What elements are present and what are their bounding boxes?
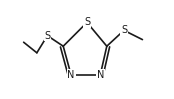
Text: S: S xyxy=(121,25,127,35)
Text: N: N xyxy=(68,70,75,80)
Text: S: S xyxy=(44,31,50,41)
Text: S: S xyxy=(84,17,90,27)
Text: N: N xyxy=(97,70,104,80)
